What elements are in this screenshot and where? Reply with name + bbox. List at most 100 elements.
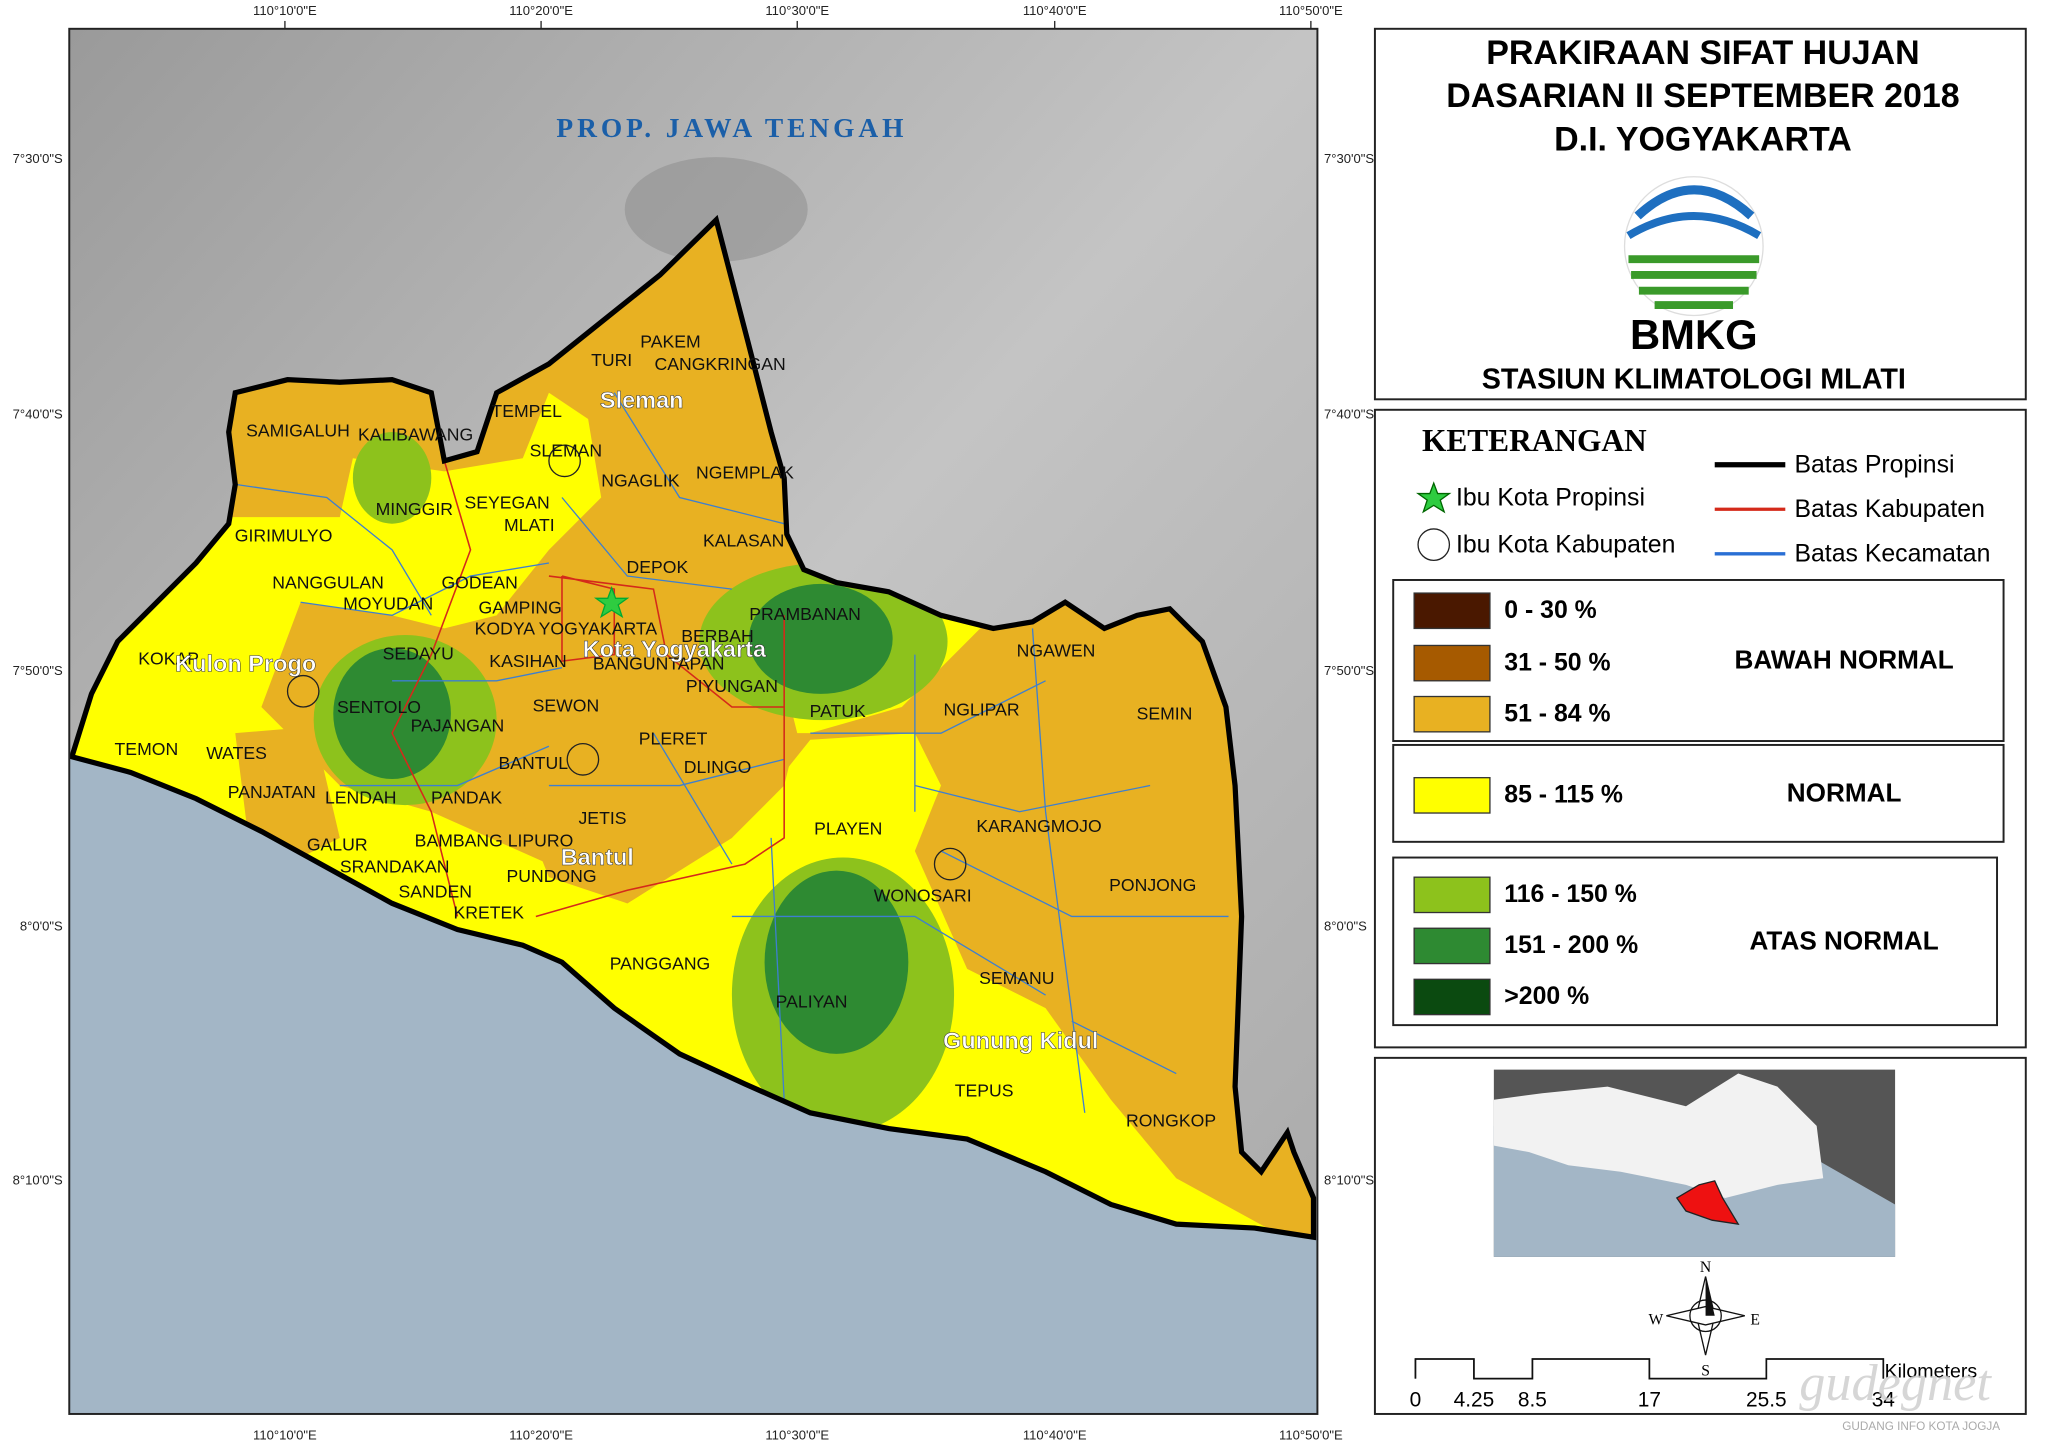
kecamatan-label: GODEAN: [441, 573, 517, 593]
kecamatan-label: KODYA YOGYAKARTA: [475, 618, 658, 638]
north-label: N: [1700, 1259, 1711, 1276]
class-label: 0 - 30 %: [1504, 597, 1596, 624]
inset-diy: [1675, 1180, 1740, 1225]
kecamatan-label: BANGUNTAPAN: [593, 654, 725, 674]
station: STASIUN KLIMATOLOGI MLATI: [1482, 364, 1906, 396]
legend-symbol-label: Ibu Kota Propinsi: [1456, 484, 1645, 511]
class-swatch: [1413, 978, 1491, 1016]
class-swatch: [1413, 777, 1491, 814]
kecamatan-label: TEPUS: [955, 1081, 1014, 1101]
logo-stripe: [1628, 255, 1760, 309]
lon-label: 110°10'0"E: [253, 1428, 317, 1443]
kecamatan-label: PAKEM: [640, 332, 700, 352]
kecamatan-label: NGAWEN: [1017, 641, 1096, 661]
lat-label: 7°30'0"S: [13, 151, 63, 166]
class-swatch: [1413, 592, 1491, 630]
lat-label: 7°50'0"S: [13, 663, 63, 678]
kecamatan-label: PLERET: [639, 728, 708, 748]
scale-label: 4.25: [1454, 1388, 1495, 1411]
kecamatan-label: TEMON: [115, 739, 179, 759]
class-label: 151 - 200 %: [1504, 932, 1638, 959]
zone-above-normal: [352, 432, 432, 524]
kecamatan-label: NGEMPLAK: [696, 463, 794, 483]
kecamatan-label: SANDEN: [398, 882, 471, 902]
scale-label: 8.5: [1518, 1388, 1547, 1411]
kecamatan-label: GAMPING: [479, 597, 562, 617]
lon-label: 110°10'0"E: [253, 3, 317, 18]
kecamatan-label: DEPOK: [627, 557, 689, 577]
south-label: S: [1701, 1363, 1710, 1380]
kecamatan-label: BAMBANG LIPURO: [415, 830, 574, 850]
kecamatan-label: PIYUNGAN: [686, 676, 778, 696]
lat-label: 8°0'0"S: [1324, 918, 1367, 933]
kecamatan-label: SLEMAN: [530, 440, 602, 460]
class-swatch: [1413, 644, 1491, 682]
kabupaten-capital: [286, 674, 320, 708]
class-label: 31 - 50 %: [1504, 649, 1610, 676]
kecamatan-label: PATUK: [810, 701, 866, 721]
kabupaten-label: Bantul: [561, 844, 634, 870]
kecamatan-label: WATES: [206, 743, 267, 763]
kabupaten-capital: [548, 444, 581, 478]
scale-label: 34: [1872, 1388, 1896, 1411]
class-name: BAWAH NORMAL: [1735, 645, 1954, 675]
kecamatan-label: SAMIGALUH: [246, 421, 350, 441]
kecamatan-label: TURI: [591, 350, 632, 370]
east-label: E: [1750, 1312, 1760, 1329]
watermark: gudegnet: [1799, 1354, 1992, 1412]
kecamatan-label: GALUR: [307, 834, 368, 854]
title-line: D.I. YOGYAKARTA: [1554, 120, 1852, 158]
lat-label: 7°40'0"S: [1324, 406, 1374, 421]
logo-stripe: [1634, 185, 1755, 220]
logo-stripe: [1626, 212, 1762, 240]
lat-label: 7°30'0"S: [1324, 151, 1374, 166]
watermark-tagline: GUDANG INFO KOTA JOGJA: [1842, 1420, 2000, 1433]
lon-label: 110°40'0"E: [1023, 3, 1087, 18]
bmkg-logo: [1623, 176, 1764, 317]
lon-label: 110°20'0"E: [509, 3, 573, 18]
lat-label: 7°50'0"S: [1324, 663, 1374, 678]
kecamatan-label: WONOSARI: [874, 885, 972, 905]
boundaries: [235, 392, 1229, 1113]
kecamatan-label: GIRIMULYO: [235, 525, 333, 545]
kecamatan-label: MOYUDAN: [343, 594, 433, 614]
kecamatan-label: SEWON: [533, 696, 600, 716]
kabupaten-capital: [933, 847, 967, 881]
kecamatan-label: BERBAH: [681, 626, 753, 646]
kecamatan-label: TEMPEL: [491, 401, 562, 421]
kecamatan-label: KALIBAWANG: [358, 425, 473, 445]
class-name: ATAS NORMAL: [1750, 926, 1939, 956]
lat-label: 8°10'0"S: [13, 1172, 63, 1187]
title-line: DASARIAN II SEPTEMBER 2018: [1446, 77, 1959, 115]
kecamatan-label: RONGKOP: [1126, 1111, 1216, 1131]
boundary-label: Batas Propinsi: [1794, 452, 1954, 479]
class-swatch: [1413, 927, 1491, 965]
kecamatan-label: DLINGO: [684, 757, 752, 777]
scale-label: 0: [1410, 1388, 1422, 1411]
kecamatan-label: KALASAN: [703, 531, 784, 551]
boundary-label: Batas Kecamatan: [1794, 541, 1990, 568]
inset-map: [1493, 1069, 1896, 1310]
kabupaten-label: Sleman: [600, 387, 684, 413]
map-frame: [68, 27, 1319, 1415]
class-label: 116 - 150 %: [1504, 881, 1636, 908]
legend-symbol-label: Ibu Kota Kabupaten: [1456, 531, 1675, 558]
class-swatch: [1413, 876, 1491, 914]
class-box: [1392, 743, 2005, 843]
class-box: [1392, 579, 2005, 743]
kecamatan-label: BANTUL: [498, 753, 568, 773]
kecamatan-label: KARANGMOJO: [976, 816, 1101, 836]
class-box: [1392, 856, 1999, 1027]
kecamatan-label: PANJATAN: [228, 782, 316, 802]
kecamatan-label: MINGGIR: [376, 499, 453, 519]
kecamatan-label: SENTOLO: [337, 697, 421, 717]
kabupaten-label: Gunung Kidul: [943, 1027, 1098, 1053]
scale-line: [1414, 1358, 1885, 1380]
north-arrow: N S E W: [1649, 1259, 1761, 1379]
lon-label: 110°20'0"E: [509, 1428, 573, 1443]
kecamatan-label: PLAYEN: [814, 819, 882, 839]
kecamatan-label: PALIYAN: [776, 992, 848, 1012]
sea: [69, 756, 1318, 1414]
volcano: [624, 157, 808, 262]
